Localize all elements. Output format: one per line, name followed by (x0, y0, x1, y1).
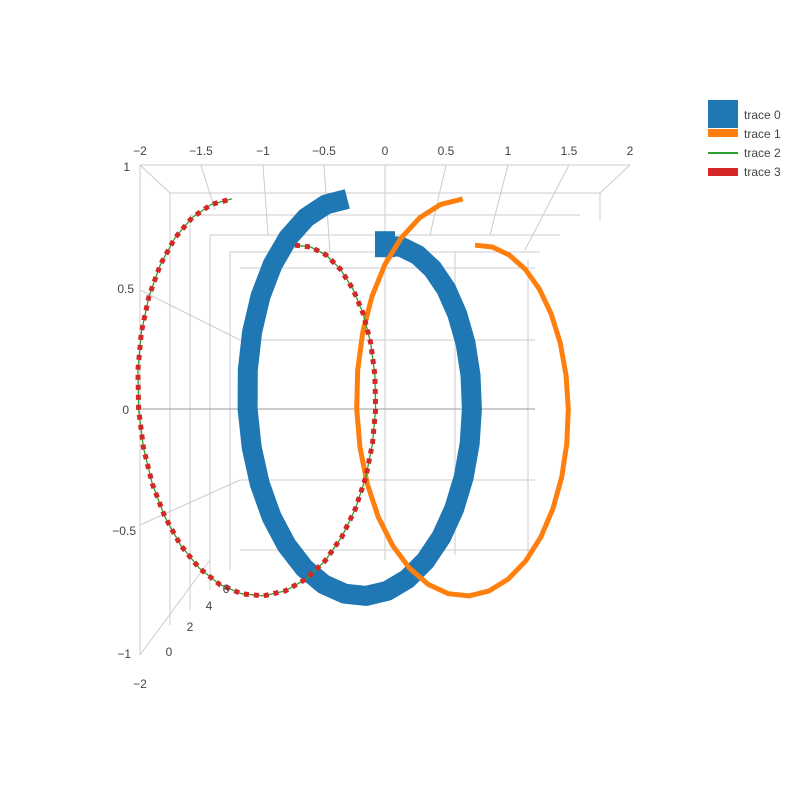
x-tick: −1 (256, 144, 270, 158)
x-tick: 0 (382, 144, 389, 158)
legend-label: trace 3 (744, 165, 781, 179)
y-tick: −0.5 (112, 524, 136, 538)
y-tick-labels: 1 0.5 0 −0.5 −1 (112, 160, 136, 661)
legend: trace 0 trace 1 trace 2 trace 3 (708, 100, 781, 179)
legend-swatch-trace-0 (708, 100, 738, 128)
x-tick: 2 (627, 144, 634, 158)
legend-item[interactable]: trace 3 (708, 165, 781, 179)
legend-label: trace 2 (744, 146, 781, 160)
grid-lines (139, 164, 631, 656)
z-tick: 2 (187, 620, 194, 634)
series-line-trace-0 (237, 189, 482, 606)
series-line-trace-3 (135, 196, 379, 599)
y-tick: 1 (123, 160, 130, 174)
z-axis-line (139, 559, 211, 656)
traces (135, 189, 571, 606)
legend-item[interactable]: trace 1 (708, 127, 781, 141)
y-tick: 0.5 (117, 282, 134, 296)
legend-swatch-trace-3 (708, 168, 738, 176)
legend-label: trace 0 (744, 108, 781, 122)
series-line-trace-1 (354, 196, 571, 599)
x-tick: 0.5 (438, 144, 455, 158)
x-tick: 1.5 (561, 144, 578, 158)
y-tick: −1 (117, 647, 131, 661)
legend-swatch-trace-1 (708, 129, 738, 137)
x-tick: −0.5 (312, 144, 336, 158)
x-tick-labels: −2 −1.5 −1 −0.5 0 0.5 1 1.5 2 (133, 144, 634, 158)
z-tick-labels: −2 0 2 4 6 (133, 582, 230, 691)
z-tick: 4 (206, 599, 213, 613)
z-tick: −2 (133, 677, 147, 691)
y-tick: 0 (122, 403, 129, 417)
legend-label: trace 1 (744, 127, 781, 141)
x-tick: −2 (133, 144, 147, 158)
x-tick: −1.5 (189, 144, 213, 158)
legend-item[interactable]: trace 0 (708, 100, 781, 128)
legend-item[interactable]: trace 2 (708, 146, 781, 160)
z-tick: 0 (166, 645, 173, 659)
x-tick: 1 (505, 144, 512, 158)
z-tick: 6 (223, 582, 230, 596)
series-start-marker (375, 231, 395, 258)
